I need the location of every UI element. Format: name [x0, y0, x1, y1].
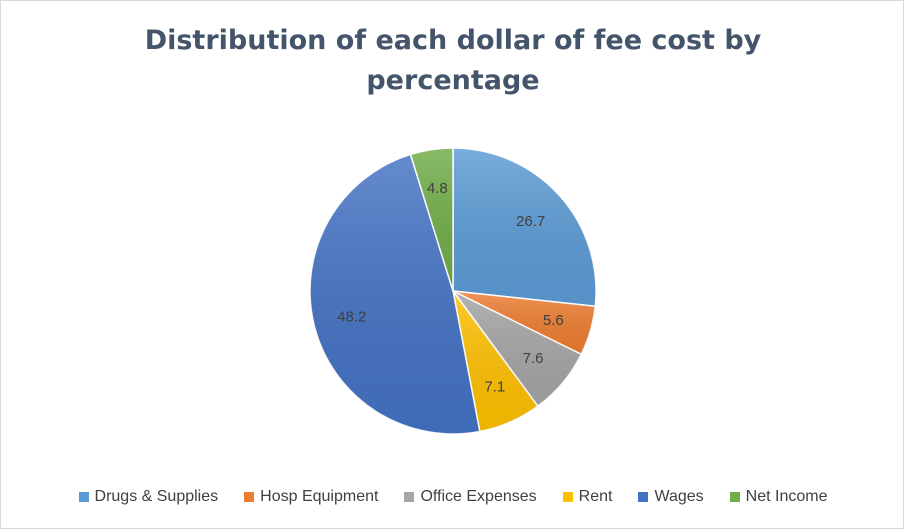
legend-label: Hosp Equipment [260, 488, 379, 505]
data-label-hosp-equipment: 5.6 [543, 312, 564, 329]
legend: Drugs & Supplies Hosp Equipment Office Exp… [1, 488, 904, 506]
data-label-wages: 48.2 [337, 308, 366, 325]
legend-item-rent: Rent [562, 488, 613, 506]
legend-swatch [729, 492, 740, 502]
data-label-net-income: 4.8 [427, 180, 448, 197]
legend-item-drugs-and-supplies: Drugs & Supplies [78, 488, 219, 506]
legend-item-office-expenses: Office Expenses [404, 488, 537, 506]
legend-item-hosp-equipment: Hosp Equipment [244, 488, 378, 506]
data-label-drugs-and-supplies: 26.7 [516, 213, 545, 230]
legend-label: Office Expenses [420, 488, 537, 505]
legend-item-net-income: Net Income [729, 488, 828, 506]
legend-swatch [562, 492, 573, 502]
pie-slice-shading-hosp-equipment [453, 291, 596, 355]
pie-slices [309, 147, 597, 435]
data-label-office-expenses: 7.6 [523, 350, 544, 367]
legend-label: Rent [578, 488, 613, 505]
pie-slice-shading-wages [310, 154, 480, 434]
data-label-rent: 7.1 [484, 379, 505, 396]
pie-slice-shading-net-income [410, 148, 453, 291]
legend-swatch [244, 492, 255, 502]
pie-slice-shading-office-expenses [453, 291, 582, 407]
pie-slice-shading-rent [453, 291, 538, 432]
legend-item-wages: Wages [638, 488, 704, 506]
chart-title: Distribution of each dollar of fee cost … [144, 25, 762, 96]
pie-data-labels: 26.7 5.6 7.6 7.1 48.2 4.8 [337, 180, 564, 396]
legend-swatch [78, 492, 89, 502]
legend-swatch [638, 492, 649, 502]
legend-label: Wages [654, 488, 704, 505]
legend-label: Net Income [745, 488, 828, 505]
pie-slice-shading-drugs-and-supplies [453, 148, 596, 307]
legend-swatch [404, 492, 415, 502]
legend-label: Drugs & Supplies [94, 488, 219, 505]
